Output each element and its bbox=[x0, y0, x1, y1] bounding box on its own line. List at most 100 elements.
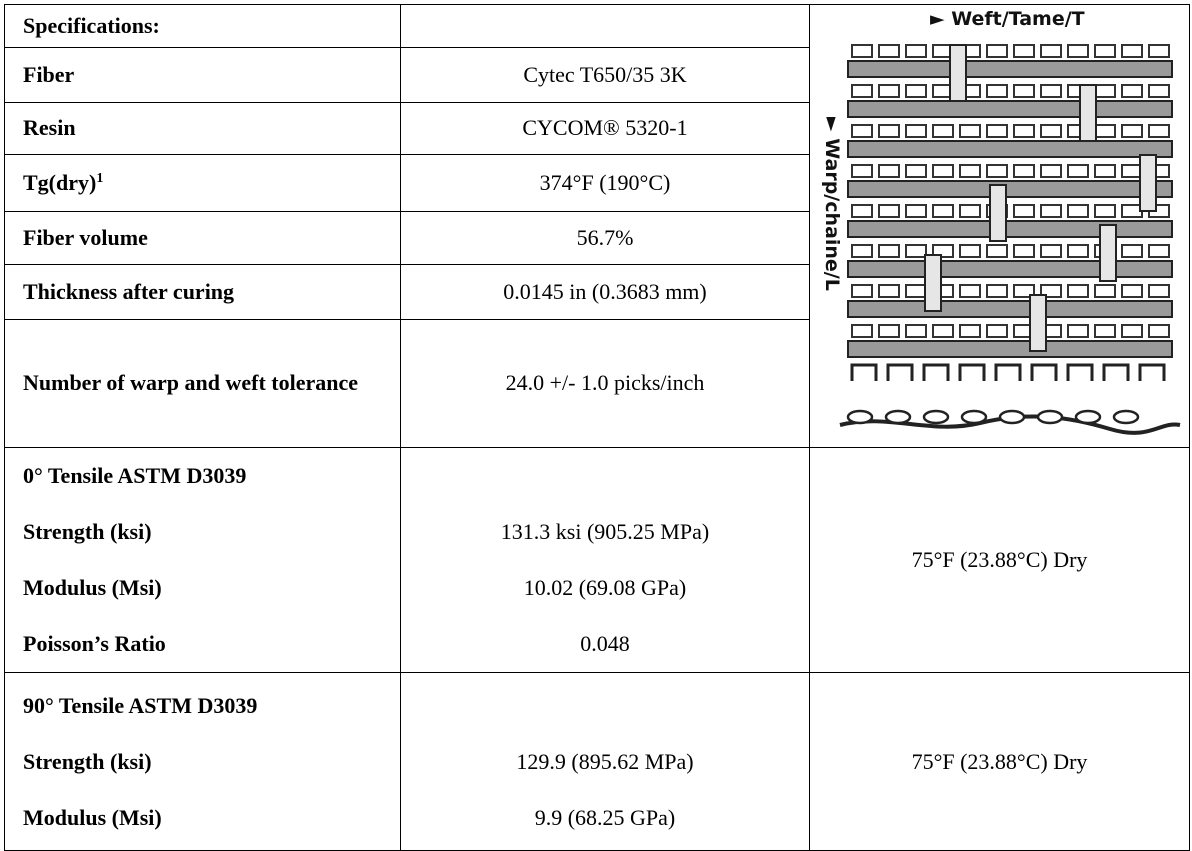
warp-gap bbox=[1040, 204, 1062, 218]
warp-gap bbox=[1013, 44, 1035, 58]
warp-gap bbox=[986, 164, 1008, 178]
table-body: Specifications: ► Weft/Tame/T ► Warp/cha… bbox=[4, 4, 1190, 851]
spec-value: Cytec T650/35 3K bbox=[400, 46, 810, 103]
warp-gap bbox=[1013, 244, 1035, 258]
warp-gap bbox=[851, 44, 873, 58]
label-text: Fiber bbox=[23, 61, 75, 87]
figure-cell: ► Weft/Tame/T ► Warp/chaine/L bbox=[809, 4, 1190, 448]
label-superscript: 1 bbox=[96, 171, 104, 187]
warp-gap bbox=[905, 204, 927, 218]
spec-label: Fiber volume bbox=[4, 211, 401, 266]
header-cell: Specifications: bbox=[4, 4, 401, 48]
warp-gap bbox=[932, 204, 954, 218]
spec-row: Fiber Cytec T650/35 3K bbox=[4, 46, 1190, 103]
header-row: Specifications: ► Weft/Tame/T ► Warp/cha… bbox=[4, 4, 1190, 448]
warp-gap bbox=[1067, 284, 1089, 298]
warp-gap bbox=[959, 324, 981, 338]
weft-strip bbox=[847, 140, 1173, 158]
label-text: Resin bbox=[23, 115, 76, 141]
warp-gap bbox=[986, 124, 1008, 138]
warp-gap bbox=[905, 244, 927, 258]
spec-value: 56.7% bbox=[400, 211, 810, 266]
warp-gap bbox=[1148, 44, 1170, 58]
test-row: 0° Tensile ASTM D3039 Strength (ksi) Modul… bbox=[4, 447, 1190, 673]
warp-gap bbox=[959, 124, 981, 138]
warp-gap bbox=[1067, 204, 1089, 218]
warp-gap bbox=[878, 84, 900, 98]
arch bbox=[1138, 363, 1166, 381]
spec-row: Tg(dry)1 374°F (190°C) bbox=[4, 154, 1190, 213]
property-name: Poisson’s Ratio bbox=[23, 631, 166, 656]
warp-gap bbox=[932, 164, 954, 178]
weft-label: ► Weft/Tame/T bbox=[930, 8, 1085, 30]
test-title: 90° Tensile ASTM D3039 bbox=[23, 692, 258, 718]
spec-label: Tg(dry)1 bbox=[4, 154, 401, 213]
weft-strip bbox=[847, 180, 1173, 198]
warp-gap bbox=[878, 44, 900, 58]
warp-gap bbox=[1121, 44, 1143, 58]
warp-gap bbox=[1121, 244, 1143, 258]
warp-gap bbox=[1067, 244, 1089, 258]
weft-strip bbox=[847, 260, 1173, 278]
property-value: 131.3 ksi (905.25 MPa) bbox=[500, 519, 710, 544]
property-value: 0.048 bbox=[580, 631, 630, 656]
arch bbox=[1102, 363, 1130, 381]
warp-gap bbox=[851, 124, 873, 138]
warp-gap bbox=[1148, 324, 1170, 338]
property-value: 9.9 (68.25 GPa) bbox=[534, 804, 676, 830]
warp-gap bbox=[986, 284, 1008, 298]
yarn-section bbox=[846, 409, 874, 425]
test-row: 90° Tensile ASTM D3039 Strength (ksi) Modu… bbox=[4, 672, 1190, 851]
arch bbox=[994, 363, 1022, 381]
warp-gap bbox=[878, 284, 900, 298]
warp-gap bbox=[1040, 164, 1062, 178]
warp-gap bbox=[851, 84, 873, 98]
arch bbox=[886, 363, 914, 381]
warp-gap bbox=[878, 204, 900, 218]
warp-gap bbox=[1121, 324, 1143, 338]
warp-label: ► Warp/chaine/L bbox=[821, 117, 843, 291]
spec-value: 374°F (190°C) bbox=[400, 154, 810, 213]
arch bbox=[850, 363, 878, 381]
warp-gap bbox=[1094, 204, 1116, 218]
warp-gap bbox=[905, 164, 927, 178]
yarn-section bbox=[998, 409, 1026, 425]
warp-gap bbox=[878, 164, 900, 178]
warp-gap bbox=[1094, 84, 1116, 98]
yarn-section bbox=[1074, 409, 1102, 425]
warp-gap bbox=[878, 124, 900, 138]
warp-gap bbox=[1067, 164, 1089, 178]
property-name: Strength (ksi) bbox=[23, 748, 152, 774]
spec-label: Resin bbox=[4, 101, 401, 156]
property-name: Modulus (Msi) bbox=[23, 575, 162, 600]
arch bbox=[1030, 363, 1058, 381]
warp-gap bbox=[905, 44, 927, 58]
property-value: 129.9 (895.62 MPa) bbox=[516, 748, 694, 774]
spacer bbox=[401, 448, 809, 504]
weft-strip bbox=[847, 220, 1173, 238]
warp-gap bbox=[959, 284, 981, 298]
test-title: 0° Tensile ASTM D3039 bbox=[23, 463, 247, 488]
warp-gap bbox=[905, 124, 927, 138]
test-labels: 90° Tensile ASTM D3039 Strength (ksi) Modu… bbox=[4, 672, 401, 851]
spec-value: 0.0145 in (0.3683 mm) bbox=[400, 264, 810, 320]
test-values: 129.9 (895.62 MPa) 9.9 (68.25 GPa) bbox=[400, 672, 810, 851]
warp-gap bbox=[1094, 164, 1116, 178]
spec-row: Fiber volume 56.7% bbox=[4, 211, 1190, 266]
spec-value: 24.0 +/- 1.0 picks/inch bbox=[400, 318, 810, 449]
warp-gap bbox=[1148, 124, 1170, 138]
yarn-section bbox=[922, 409, 950, 425]
warp-gap bbox=[959, 244, 981, 258]
test-labels: 0° Tensile ASTM D3039 Strength (ksi) Modul… bbox=[4, 447, 401, 673]
warp-gap bbox=[986, 244, 1008, 258]
property-name: Strength (ksi) bbox=[23, 519, 152, 544]
arch bbox=[922, 363, 950, 381]
spec-label: Thickness after curing bbox=[4, 264, 401, 320]
warp-gap bbox=[959, 164, 981, 178]
warp-gap bbox=[878, 324, 900, 338]
warp-float bbox=[1099, 224, 1117, 282]
warp-gap bbox=[986, 44, 1008, 58]
warp-gap bbox=[1121, 284, 1143, 298]
warp-gap bbox=[1094, 284, 1116, 298]
spacer bbox=[401, 678, 809, 734]
